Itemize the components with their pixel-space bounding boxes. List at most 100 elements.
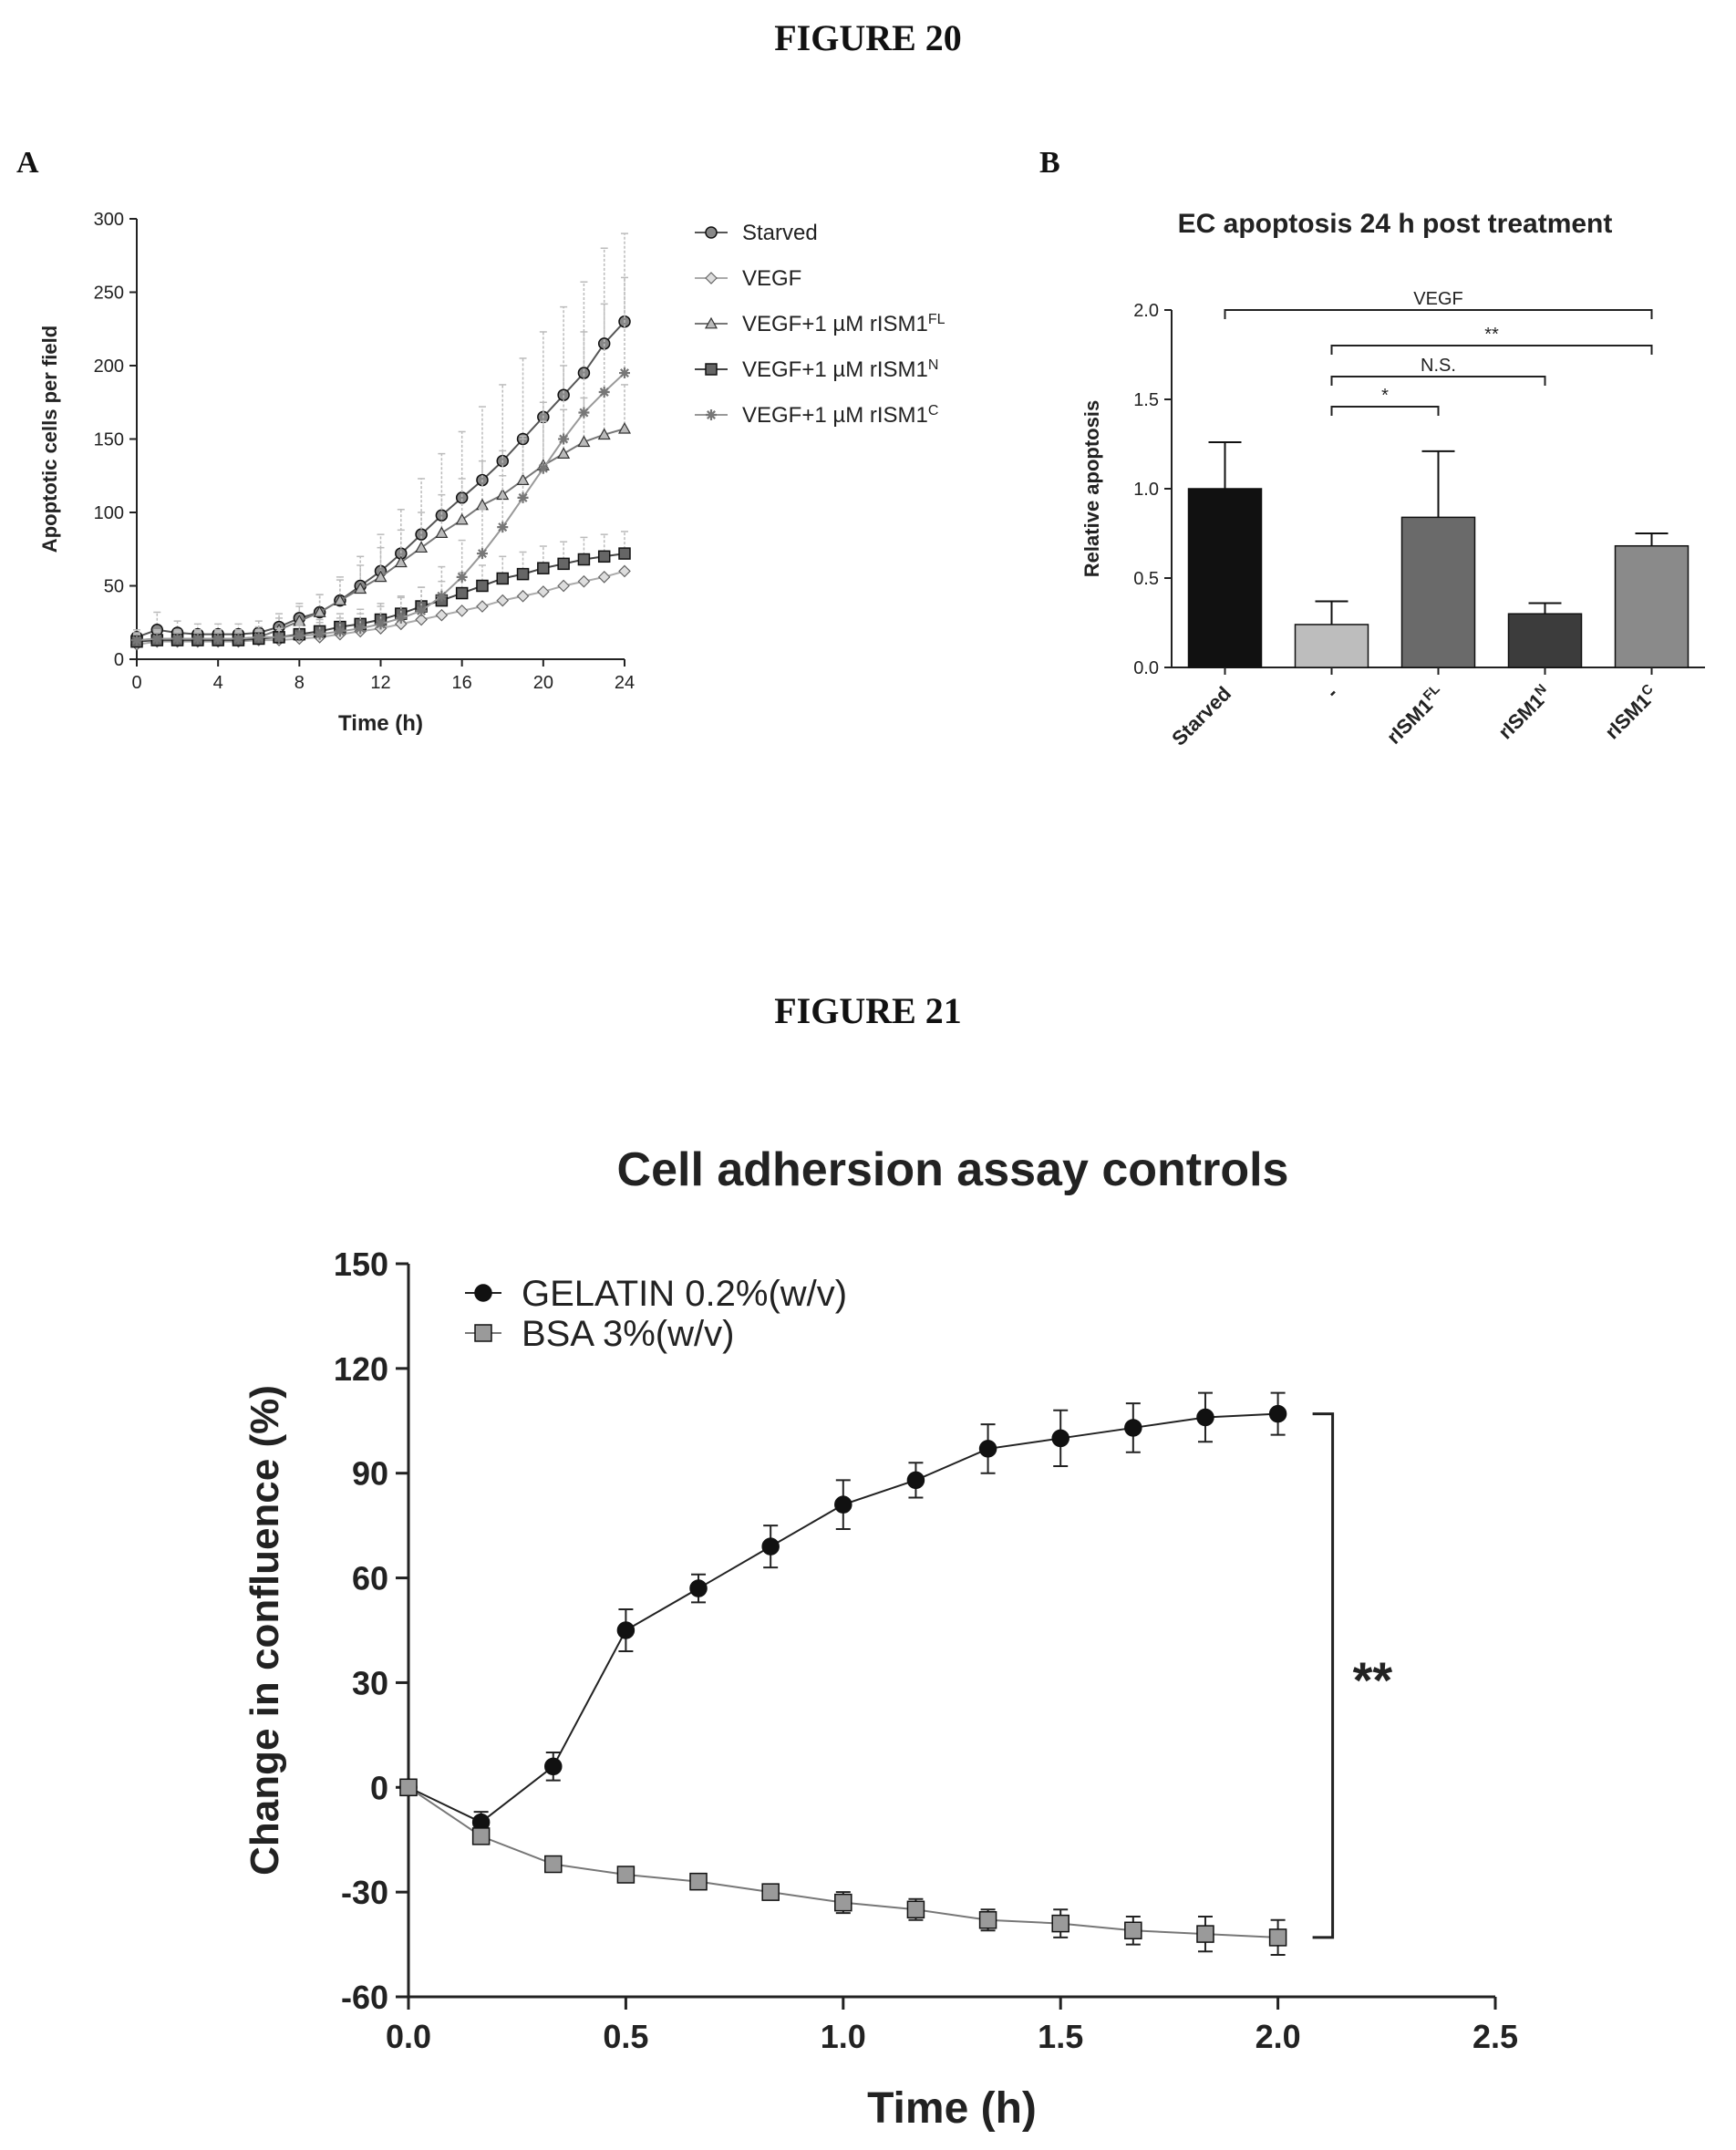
chart-a-data-point bbox=[436, 590, 448, 602]
chart-21-x-tick-label: 1.5 bbox=[1038, 2018, 1083, 2055]
chart-b-bar bbox=[1614, 544, 1690, 668]
chart-a-data-point bbox=[435, 608, 449, 622]
chart-21-y-tick-label: 150 bbox=[334, 1246, 388, 1283]
chart-a-data-point bbox=[497, 522, 509, 533]
chart-21-x-axis-label: Time (h) bbox=[867, 2084, 1037, 2133]
chart-b-bar bbox=[1507, 613, 1583, 668]
chart-a-data-point bbox=[618, 547, 631, 560]
chart-21-data-point bbox=[1268, 1404, 1287, 1423]
chart-a-data-point bbox=[455, 605, 469, 617]
chart-b-significance-bracket bbox=[1330, 376, 1546, 386]
chart-a-data-point bbox=[456, 571, 468, 583]
chart-a-series-line bbox=[136, 372, 625, 642]
chart-a-x-tick-label: 20 bbox=[533, 673, 553, 693]
chart-21-series bbox=[399, 1778, 1287, 1957]
chart-a-data-point bbox=[597, 550, 611, 563]
chart-a-y-axis-label: Apoptotic cells per field bbox=[38, 326, 61, 553]
chart-a-data-point bbox=[232, 633, 244, 645]
chart-21-data-point bbox=[689, 1872, 708, 1891]
chart-a-legend-marker bbox=[705, 226, 718, 239]
chart-21-data-point bbox=[1196, 1408, 1214, 1427]
chart-a-x-tick-label: 4 bbox=[213, 673, 223, 693]
chart-a-data-point bbox=[557, 557, 570, 571]
chart-a-y-tick-label: 200 bbox=[94, 357, 124, 377]
chart-21-data-point bbox=[906, 1471, 925, 1490]
chart-b: EC apoptosis 24 h post treatment 0.0 0.5 1.… bbox=[1080, 209, 1705, 750]
chart-a-series bbox=[131, 276, 630, 646]
chart-a-data-point bbox=[496, 572, 509, 585]
chart-21-y-tick-label: -60 bbox=[341, 1979, 388, 2016]
chart-b-y-tick-label: 0.0 bbox=[1133, 658, 1159, 678]
chart-a-data-point bbox=[475, 498, 489, 511]
chart-a-data-point bbox=[333, 594, 346, 606]
chart-a-data-point bbox=[395, 612, 407, 624]
chart-a-y-tick-label: 300 bbox=[94, 210, 124, 230]
chart-a-data-point bbox=[313, 605, 326, 617]
chart-a-x-tick-label: 8 bbox=[294, 673, 305, 693]
chart-a-y-tick-label: 0 bbox=[114, 650, 124, 670]
chart-21-data-point bbox=[1124, 1419, 1142, 1437]
chart-a-legend-label: Starved bbox=[742, 221, 818, 245]
chart-a-legend-label: VEGF+1 µM rISM1C bbox=[742, 403, 938, 429]
chart-a-y-tick-label: 50 bbox=[104, 577, 124, 597]
chart-a-data-point bbox=[171, 633, 183, 645]
chart-a-legend-label: VEGF bbox=[742, 266, 801, 291]
chart-a-legend-marker bbox=[706, 409, 717, 420]
chart-21-series bbox=[399, 1391, 1287, 1835]
chart-21-y-tick-label: 60 bbox=[352, 1560, 388, 1597]
chart-a-legend-marker bbox=[705, 363, 718, 376]
chart-b-category-label: Starved bbox=[1167, 682, 1235, 750]
chart-a-x-axis-label: Time (h) bbox=[338, 711, 423, 736]
chart-a-x-tick-label: 24 bbox=[615, 673, 635, 693]
chart-a-legend-label: VEGF+1 µM rISM1N bbox=[742, 357, 938, 383]
chart-a-data-point bbox=[455, 512, 469, 525]
chart-21-data-point bbox=[544, 1757, 563, 1776]
chart-21-significance-label: ** bbox=[1353, 1651, 1393, 1709]
chart-a-data-point bbox=[557, 579, 570, 593]
chart-a-data-point bbox=[375, 618, 387, 630]
chart-21-series-line bbox=[408, 1786, 1278, 1938]
figure-21-title: FIGURE 21 bbox=[774, 990, 962, 1031]
chart-a-data-point bbox=[597, 428, 611, 440]
chart-b-title: EC apoptosis 24 h post treatment bbox=[1178, 209, 1613, 239]
chart-21-data-point bbox=[616, 1866, 636, 1884]
chart-21-data-point bbox=[399, 1778, 418, 1797]
chart-21-y-tick-label: 30 bbox=[352, 1664, 388, 1701]
chart-a-data-point bbox=[253, 631, 264, 643]
chart-21-title: Cell adhersion assay controls bbox=[617, 1143, 1289, 1196]
chart-a-data-point bbox=[537, 462, 549, 474]
chart-b-bar bbox=[1187, 488, 1263, 668]
chart-21-series-line bbox=[408, 1412, 1278, 1824]
chart-a-data-point bbox=[455, 586, 469, 600]
chart-b-y-tick-label: 2.0 bbox=[1133, 301, 1159, 321]
panel-a-letter: A bbox=[16, 146, 39, 180]
chart-a-data-point bbox=[435, 526, 449, 538]
chart-a-data-point bbox=[496, 594, 510, 607]
chart-a-data-point bbox=[618, 564, 631, 578]
chart-a-data-point bbox=[597, 570, 611, 584]
chart-b-significance-label: ** bbox=[1484, 325, 1499, 345]
chart-b-significance-label: N.S. bbox=[1421, 356, 1456, 376]
chart-a-legend-marker bbox=[705, 272, 718, 284]
chart-a-data-point bbox=[558, 433, 570, 445]
chart-a-data-point bbox=[416, 605, 428, 616]
chart-a-data-point bbox=[619, 367, 630, 379]
chart-21-data-point bbox=[544, 1855, 563, 1874]
chart-a-data-point bbox=[537, 562, 550, 574]
chart-21-data-point bbox=[978, 1440, 997, 1458]
chart-b-y-tick-label: 1.5 bbox=[1133, 390, 1159, 410]
chart-a-y-tick-label: 250 bbox=[94, 284, 124, 304]
chart-21-legend-marker bbox=[474, 1324, 492, 1342]
chart-21-data-point bbox=[616, 1621, 636, 1639]
chart-a-data-point bbox=[374, 570, 388, 583]
chart-a-data-point bbox=[415, 613, 428, 626]
chart-a-data-point bbox=[516, 473, 530, 485]
chart-b-significance-bracket bbox=[1330, 345, 1653, 355]
chart-21-x-tick-label: 0.0 bbox=[386, 2018, 431, 2055]
chart-a: 0 50 100 150 200 250 300 0 4 8 12 16 20 24 Time (h) Apo… bbox=[38, 210, 946, 736]
chart-a-data-point bbox=[191, 633, 203, 645]
chart-21-significance-bracket bbox=[1312, 1412, 1335, 1939]
chart-21-y-axis-label: Change in confluence (%) bbox=[243, 1385, 287, 1876]
chart-21-data-point bbox=[978, 1911, 997, 1929]
chart-21-y-tick-label: -30 bbox=[341, 1874, 388, 1911]
